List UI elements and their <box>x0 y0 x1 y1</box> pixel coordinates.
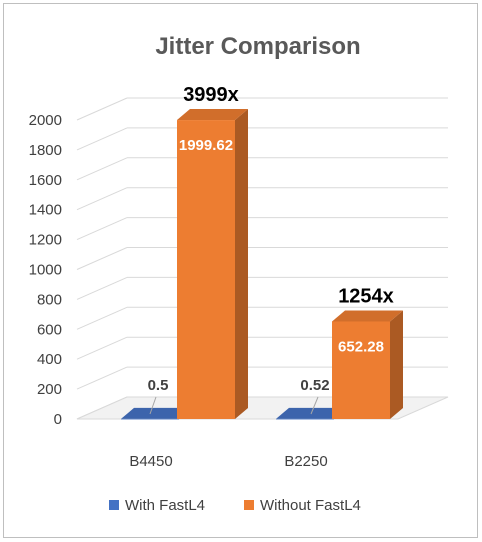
bar-front-face <box>177 120 235 419</box>
bar-b2250-without-fastl4 <box>332 310 403 419</box>
bar-side-face <box>390 310 403 419</box>
chart-frame: Jitter Comparison 0 200 400 600 800 1000 1200 1… <box>3 3 478 538</box>
bar-top-face <box>177 109 248 121</box>
bar-top-face <box>332 310 403 322</box>
gridline-diagonal <box>76 247 128 270</box>
y-tick-label: 1600 <box>29 172 62 189</box>
gridline-diagonal <box>76 336 128 360</box>
label-leader-line <box>149 396 157 415</box>
y-tick-label: 1000 <box>29 262 62 279</box>
multiplier-annotation: 3999x <box>183 84 239 106</box>
gridline-diagonal <box>76 306 128 330</box>
y-tick-label: 800 <box>37 291 62 308</box>
multiplier-annotation: 1254x <box>338 285 394 307</box>
y-tick-label: 600 <box>37 321 62 338</box>
x-tick-label: B2250 <box>284 453 327 470</box>
y-axis: 0 200 400 600 800 1000 1200 1400 1600 1800 2000 <box>29 112 62 428</box>
y-tick-label: 400 <box>37 351 62 368</box>
gridline-diagonal <box>76 276 128 300</box>
data-label: 1999.62 <box>179 137 233 154</box>
label-leader-line <box>310 396 319 415</box>
bar-front-face <box>332 321 390 419</box>
legend-label-without-fastl4: Without FastL4 <box>260 497 361 514</box>
bar-front-face <box>276 418 334 420</box>
bar-side-face <box>235 109 248 419</box>
y-tick-label: 0 <box>54 411 62 428</box>
legend-swatch-with-fastl4 <box>109 500 119 510</box>
legend: With FastL4 Without FastL4 <box>109 497 361 514</box>
chart: Jitter Comparison 0 200 400 600 800 1000 1200 1… <box>29 33 449 514</box>
y-tick-label: 1400 <box>29 202 62 219</box>
x-axis: B4450 B2250 <box>129 453 327 470</box>
data-label: 652.28 <box>338 338 384 355</box>
legend-swatch-without-fastl4 <box>244 500 254 510</box>
x-tick-label: B4450 <box>129 453 172 470</box>
bars <box>121 109 403 420</box>
y-tick-label: 1800 <box>29 142 62 159</box>
bar-b4450-without-fastl4 <box>177 109 248 419</box>
gridline-diagonal <box>76 187 128 211</box>
bar-front-face <box>121 418 179 420</box>
bar-top-face <box>121 407 192 419</box>
legend-label-with-fastl4: With FastL4 <box>125 497 205 514</box>
data-label: 0.5 <box>148 377 169 394</box>
gridline-diagonal <box>76 127 128 151</box>
y-tick-label: 2000 <box>29 112 62 129</box>
gridline-diagonal <box>76 157 128 181</box>
y-tick-label: 1200 <box>29 232 62 249</box>
gridline-diagonal <box>76 97 128 121</box>
y-tick-label: 200 <box>37 381 62 398</box>
data-labels: 0.5 1999.62 3999x 0.52 652.28 1254x <box>148 84 394 415</box>
gridline-diagonal <box>76 217 128 241</box>
chart-title: Jitter Comparison <box>155 33 360 60</box>
gridline-diagonal <box>76 366 128 390</box>
data-label: 0.52 <box>300 377 329 394</box>
